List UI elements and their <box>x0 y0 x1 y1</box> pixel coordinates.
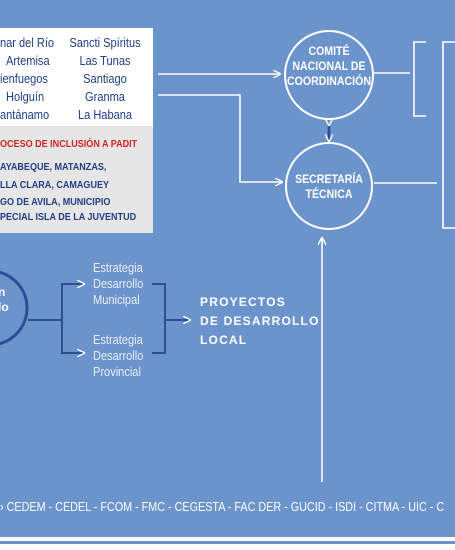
secretaria-circle <box>285 142 373 230</box>
strategy-municipal-line: Municipal <box>93 292 140 307</box>
strategy-provincial-line: Desarrollo <box>93 348 144 363</box>
proyectos-label-line: LOCAL <box>200 333 248 347</box>
inclusion-line: GO DE AVILA, MUNICIPIO <box>0 196 111 208</box>
province-item: Sancti Spíritus <box>69 35 141 50</box>
strategy-municipal-line: Estrategia <box>93 260 143 275</box>
secretaria-label-line: TÉCNICA <box>305 187 353 201</box>
inclusion-line: LLA CLARA, CAMAGUEY <box>0 179 110 191</box>
secretaria-label: SECRETARÍA TÉCNICA <box>285 172 373 202</box>
strategy-municipal-line: Desarrollo <box>93 276 144 291</box>
inclusion-title: OCESO DE INCLUSIÓN A PADIT <box>0 138 138 150</box>
province-item: Las Tunas <box>79 53 131 68</box>
proyectos-label: PROYECTOS DE DESARROLLO LOCAL <box>200 293 320 350</box>
province-item: antánamo <box>0 107 50 122</box>
left-circle-label-line: n <box>0 285 6 299</box>
bottom-rule <box>0 541 455 544</box>
comite-label-line: COMITÉ <box>308 44 350 58</box>
inclusion-box <box>0 126 153 233</box>
strategy-municipal: Estrategia Desarrollo Municipal <box>93 260 143 308</box>
left-circle-label-line: lo <box>0 300 9 314</box>
left-circle-label: n lo <box>0 285 12 315</box>
province-item: Granma <box>85 89 125 104</box>
strategy-provincial-line: Provincial <box>93 364 141 379</box>
province-item: La Habana <box>77 107 133 122</box>
province-panel: nar del Río Artemisa ienfuegos Holguín a… <box>0 28 153 233</box>
inclusion-line: PECIAL ISLA DE LA JUVENTUD <box>0 211 137 223</box>
comite-label-line: COORDINACIÓN <box>287 74 371 88</box>
province-item: ienfuegos <box>0 71 48 86</box>
inclusion-line: AYABEQUE, MATANZAS, <box>0 161 107 173</box>
strategy-provincial: Estrategia Desarrollo Provincial <box>93 332 143 380</box>
province-item: Holguín <box>6 89 45 104</box>
secretaria-label-line: SECRETARÍA <box>295 172 363 186</box>
province-list <box>0 28 153 126</box>
province-item: nar del Río <box>0 35 55 50</box>
comite-label-line: NACIONAL DE <box>292 59 366 73</box>
province-item: Artemisa <box>6 53 50 68</box>
institutions-footer: › CEDEM - CEDEL - FCOM - FMC - CEGESTA -… <box>0 499 445 514</box>
strategy-fork <box>61 283 76 354</box>
province-item: Santiago <box>83 71 127 86</box>
strategy-provincial-line: Estrategia <box>93 332 143 347</box>
right-bracket <box>413 41 426 117</box>
proyectos-label-line: PROYECTOS <box>200 295 286 309</box>
panel-to-secretaria-arrow <box>158 94 282 182</box>
left-partial-circle <box>0 270 29 346</box>
comite-label: COMITÉ NACIONAL DE COORDINACIÓN <box>285 44 373 89</box>
proyectos-label-line: DE DESARROLLO <box>200 314 320 328</box>
strategy-join <box>152 283 166 354</box>
